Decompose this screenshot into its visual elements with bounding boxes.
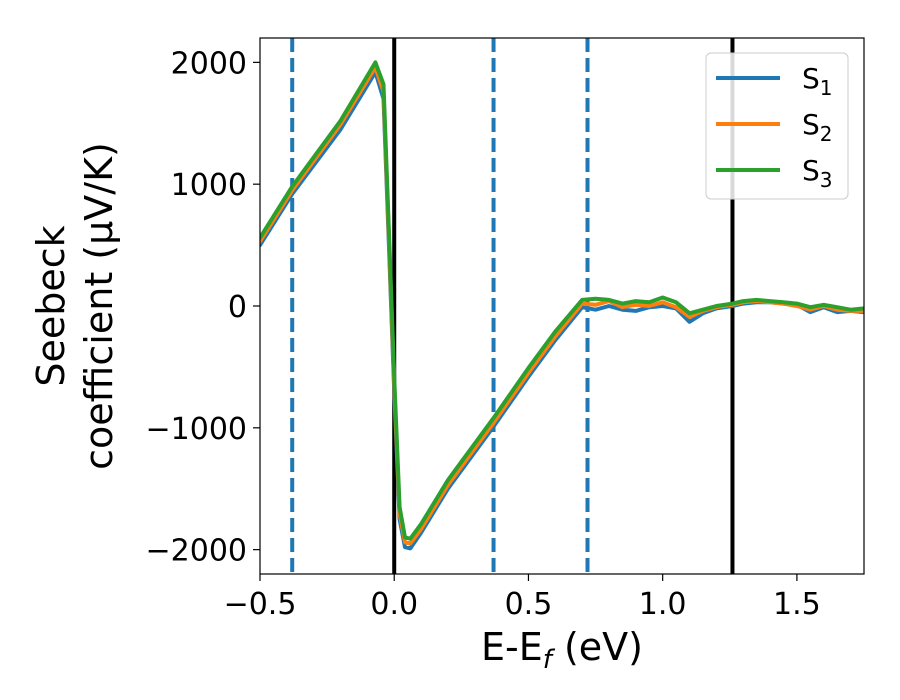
y-tick-label: 0 [228,290,247,325]
series-lines [260,60,864,551]
y-axis-label: Seebeck coefficient (μV/K) [29,142,121,470]
legend: S1 S2 S3 [705,52,849,200]
y-tick-label: 1000 [171,168,247,203]
x-tick-label: −0.5 [224,587,297,622]
x-tick-label: 0.5 [505,587,553,622]
x-tick-label: 0.0 [370,587,418,622]
y-axis-ticks: −2000 −1000 0 1000 2000 [146,46,260,569]
y-axis-label-line1: Seebeck [29,225,73,386]
x-tick-label: 1.0 [639,587,687,622]
y-axis-label-line2: coefficient (μV/K) [77,142,121,470]
legend-label-3: S3 [802,154,833,192]
y-tick-label: −2000 [146,534,247,569]
y-tick-label: −1000 [146,412,247,447]
series-line-3 [260,60,864,541]
legend-label-1: S1 [802,62,833,100]
legend-label-2: S2 [802,108,833,146]
x-axis-ticks: −0.5 0.0 0.5 1.0 1.5 [224,574,821,622]
y-tick-label: 2000 [171,46,247,81]
x-tick-label: 1.5 [773,587,821,622]
x-axis-label: E-Ef (eV) [481,625,643,675]
x-axis-label-unit: (eV) [552,625,643,669]
